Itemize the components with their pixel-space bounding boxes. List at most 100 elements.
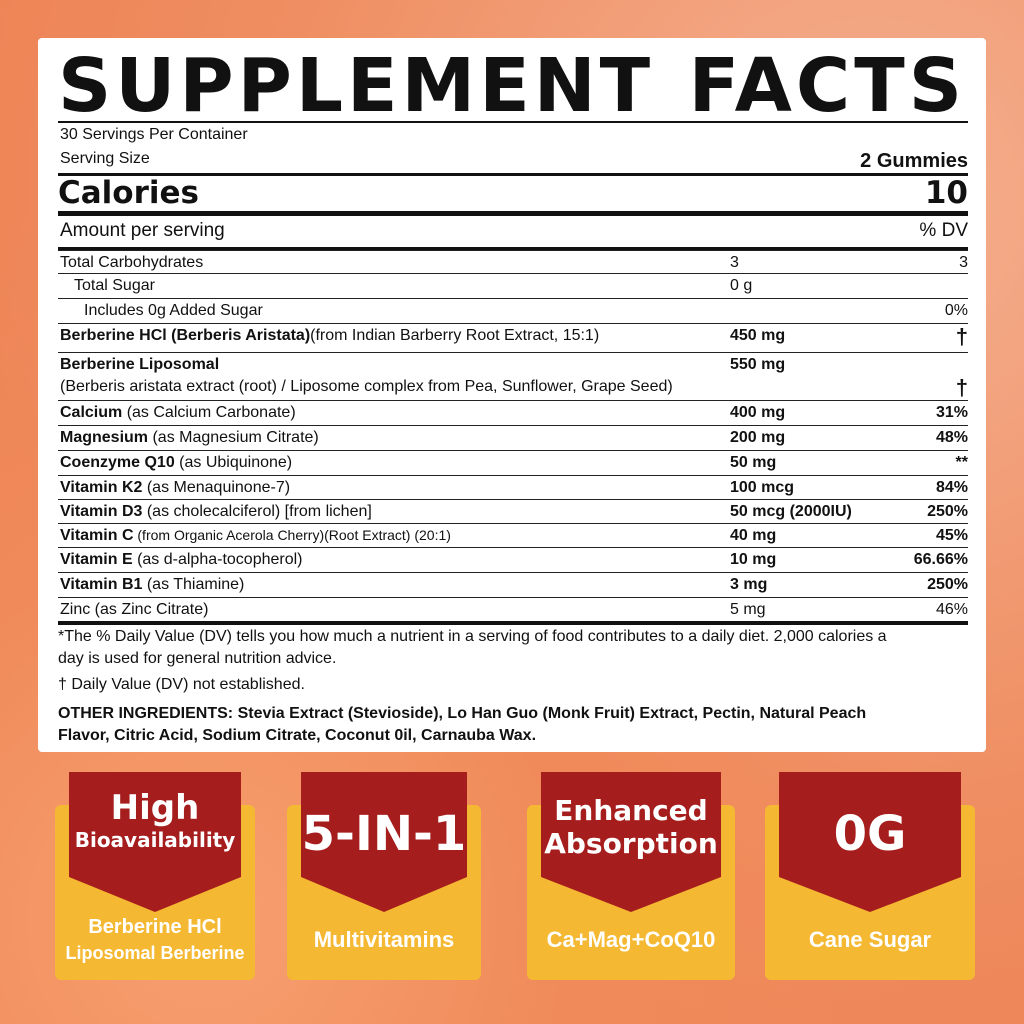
daily-value: 250%	[927, 503, 968, 520]
daily-value: 45%	[935, 527, 968, 544]
calories-value: 10	[924, 175, 968, 211]
servings-per-container: 30 Servings Per Container	[60, 126, 248, 143]
divider	[58, 211, 968, 216]
badge-caption: Cane Sugar	[808, 927, 932, 952]
amount: 550 mg	[730, 356, 786, 373]
nutrient-source: Total Sugar	[74, 277, 155, 294]
amount: 400 mg	[730, 404, 786, 421]
nutrient-name: Calcium	[60, 404, 123, 421]
badge-title: Enhanced	[554, 794, 708, 827]
table-row: Total Carbohydrates 3 3	[58, 250, 968, 273]
badge-caption: Multivitamins	[313, 927, 455, 952]
divider	[58, 247, 968, 250]
nutrient-source: (as Magnesium Citrate)	[148, 429, 319, 446]
nutrient-source: (from Organic Acerola Cherry)(Root Extra…	[133, 527, 451, 543]
amount: 5 mg	[730, 601, 766, 618]
nutrient-name: Coenzyme Q10	[60, 454, 175, 471]
table-row: Magnesium (as Magnesium Citrate) 200 mg 48…	[58, 425, 968, 450]
divider	[58, 121, 968, 123]
daily-value: 0%	[944, 302, 968, 319]
title-left: SUPPLEMENT	[58, 43, 655, 129]
nutrient-source: (Berberis aristata extract (root) / Lipo…	[60, 378, 673, 395]
amount: 0 g	[730, 277, 753, 294]
amount: 40 mg	[730, 527, 777, 544]
badge-caption-2: Liposomal Berberine	[65, 943, 245, 963]
feature-badge: 0G Cane Sugar	[765, 772, 975, 980]
table-row: Berberine Liposomal (Berberis aristata ex…	[58, 352, 968, 400]
daily-value: 84%	[935, 479, 968, 496]
table-row: Total Sugar 0 g	[58, 273, 968, 298]
other-ingredients: OTHER INGREDIENTS: Stevia Extract (Stevi…	[58, 705, 867, 722]
table-row: Vitamin K2 (as Menaquinone-7) 100 mcg 84%	[58, 475, 968, 499]
nutrient-source: (as Menaquinone-7)	[142, 479, 291, 496]
table-row: Includes 0g Added Sugar 0%	[58, 298, 968, 323]
nutrient-name: Magnesium	[60, 429, 149, 446]
table-row: Vitamin E (as d-alpha-tocopherol) 10 mg 66…	[58, 547, 968, 572]
daily-value: 250%	[927, 576, 968, 593]
nutrient-name: Vitamin C	[60, 527, 134, 544]
nutrient-name: Vitamin E	[60, 551, 133, 568]
nutrient-name: Vitamin K2	[60, 479, 143, 496]
nutrient-source: (as Calcium Carbonate)	[122, 404, 296, 421]
amount: 50 mcg (2000IU)	[730, 503, 852, 520]
amount: 200 mg	[730, 429, 786, 446]
amount: 50 mg	[730, 454, 777, 471]
other-ingredients-2: Flavor, Citric Acid, Sodium Citrate, Coc…	[58, 727, 537, 744]
nutrient-source: (as d-alpha-tocopherol)	[132, 551, 303, 568]
nutrient-source: (as Thiamine)	[142, 576, 245, 593]
calories-label: Calories	[58, 175, 199, 211]
nutrient-source: (from Indian Barberry Root Extract, 15:1…	[310, 327, 600, 344]
amount: 10 mg	[730, 551, 777, 568]
badge-title: High	[110, 788, 200, 828]
amount: 3 mg	[730, 576, 768, 593]
daily-value: 66.66%	[913, 551, 968, 568]
page-title: SUPPLEMENT FACTS	[58, 44, 966, 128]
nutrient-name: Berberine HCl (Berberis Aristata)	[60, 327, 311, 344]
daily-value: 46%	[935, 601, 968, 618]
badge-subtitle: Bioavailability	[74, 828, 236, 852]
badge-title: 0G	[833, 806, 907, 862]
nutrient-source: (as cholecalciferol) [from lichen]	[142, 503, 372, 520]
badge-caption: Ca+Mag+CoQ10	[546, 927, 716, 952]
nutrient-source: (as Ubiquinone)	[174, 454, 293, 471]
footnote-dv-2: day is used for general nutrition advice…	[58, 650, 337, 667]
supplement-facts-panel: SUPPLEMENT FACTS 30 Servings Per Containe…	[38, 38, 986, 752]
feature-badge: High Bioavailability Berberine HCl Liposom…	[55, 772, 255, 980]
badge-subtitle: Absorption	[544, 827, 718, 860]
daily-value: **	[955, 454, 968, 471]
nutrient-source: Includes 0g Added Sugar	[84, 302, 263, 319]
feature-badge: 5-IN-1 Multivitamins	[287, 772, 481, 980]
nutrient-name: Vitamin B1	[60, 576, 143, 593]
serving-size-label: Serving Size	[60, 150, 150, 167]
table-row: Vitamin C (from Organic Acerola Cherry)(…	[58, 523, 968, 547]
table-row: Zinc (as Zinc Citrate) 5 mg 46%	[58, 597, 968, 621]
daily-value: 48%	[935, 429, 968, 446]
amount-per-serving: Amount per serving	[60, 220, 225, 241]
daily-value: 3	[959, 254, 968, 271]
footnote-dagger: † Daily Value (DV) not established.	[58, 676, 305, 693]
table-row: Coenzyme Q10 (as Ubiquinone) 50 mg **	[58, 450, 968, 475]
divider	[58, 621, 968, 625]
amount: 450 mg	[730, 327, 786, 344]
daily-value: †	[955, 324, 968, 349]
daily-value: 31%	[935, 404, 968, 421]
table-row: Vitamin D3 (as cholecalciferol) [from li…	[58, 499, 968, 523]
nutrient-source: Zinc (as Zinc Citrate)	[60, 601, 209, 618]
badge-caption: Berberine HCl	[88, 916, 222, 938]
amount: 100 mcg	[730, 479, 795, 496]
serving-size-value: 2 Gummies	[860, 150, 968, 172]
table-row: Berberine HCl (Berberis Aristata)(from I…	[58, 323, 968, 352]
dv-header: % DV	[919, 220, 968, 241]
nutrient-name: Vitamin D3	[60, 503, 143, 520]
table-row: Calcium (as Calcium Carbonate) 400 mg 31%	[58, 400, 968, 425]
nutrient-name: Berberine Liposomal	[60, 356, 220, 373]
feature-badge: Enhanced Absorption Ca+Mag+CoQ10	[527, 772, 735, 980]
badge-title: 5-IN-1	[301, 806, 467, 862]
divider	[58, 173, 968, 176]
title-right: FACTS	[688, 43, 966, 129]
table-row: Vitamin B1 (as Thiamine) 3 mg 250%	[58, 572, 968, 597]
nutrient-source: Total Carbohydrates	[60, 254, 204, 271]
amount: 3	[730, 254, 739, 271]
footnote-dv: *The % Daily Value (DV) tells you how mu…	[58, 628, 887, 645]
daily-value: †	[955, 375, 968, 400]
